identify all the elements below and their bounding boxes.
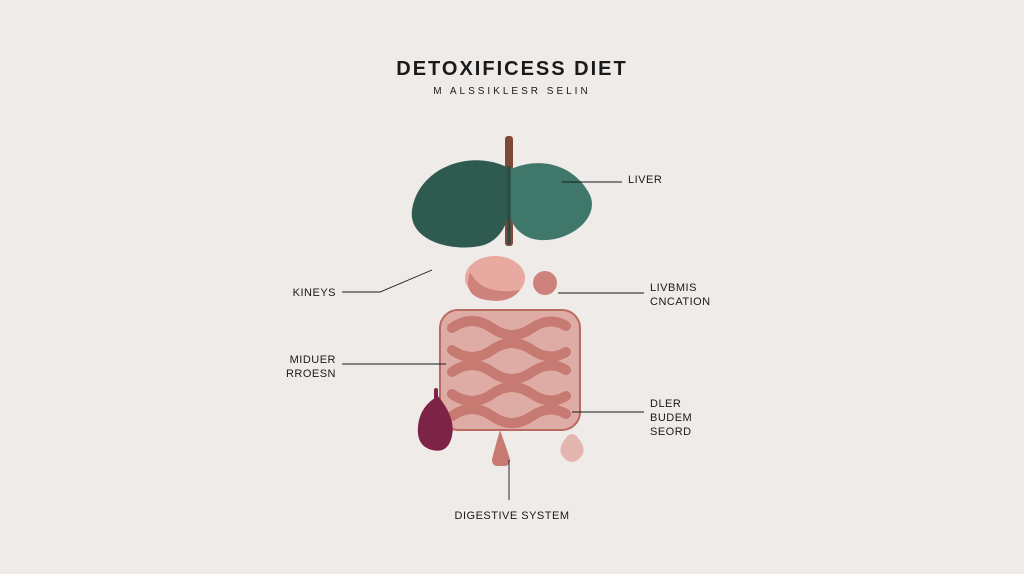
- label-digestive-system: DIGESTIVE SYSTEM: [0, 510, 1024, 524]
- label-dler-budem-seord: DLERBUDEMSEORD: [650, 398, 692, 439]
- label-livamis-cncation: LIVBMISCNCATION: [650, 282, 711, 310]
- label-kineys: KINEYS: [293, 287, 336, 301]
- leader-lines: [0, 0, 1024, 574]
- infographic-canvas: DETOXIFICESS DIET M ALSSIKLESR SELIN: [0, 0, 1024, 574]
- label-liver: LIVER: [628, 174, 662, 188]
- label-miduer-rroesn: MIDUERRROESN: [286, 354, 336, 382]
